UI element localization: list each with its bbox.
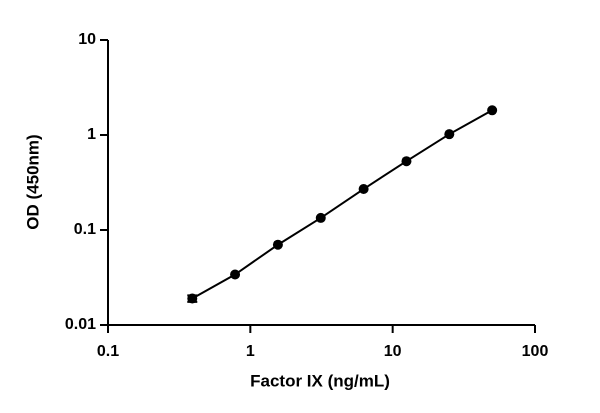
- data-point: [401, 156, 412, 167]
- y-tick-label: 0.01: [65, 316, 96, 333]
- y-tick-label: 1: [87, 126, 96, 143]
- data-point: [444, 129, 455, 140]
- y-tick-label: 0.1: [74, 221, 96, 238]
- data-point: [487, 105, 498, 116]
- data-point: [272, 239, 283, 250]
- data-point: [315, 212, 326, 223]
- y-tick-label: 10: [78, 31, 96, 48]
- y-axis-title: OD (450nm): [23, 134, 42, 229]
- x-tick-label: 1: [246, 343, 255, 360]
- x-tick-label: 10: [384, 343, 402, 360]
- fit-line: [191, 109, 493, 300]
- x-axis-title: Factor IX (ng/mL): [250, 371, 390, 390]
- x-tick-label: 100: [522, 343, 549, 360]
- data-point: [230, 269, 241, 280]
- data-point: [358, 184, 369, 195]
- data-point: [187, 293, 198, 304]
- x-tick-label: 0.1: [97, 343, 119, 360]
